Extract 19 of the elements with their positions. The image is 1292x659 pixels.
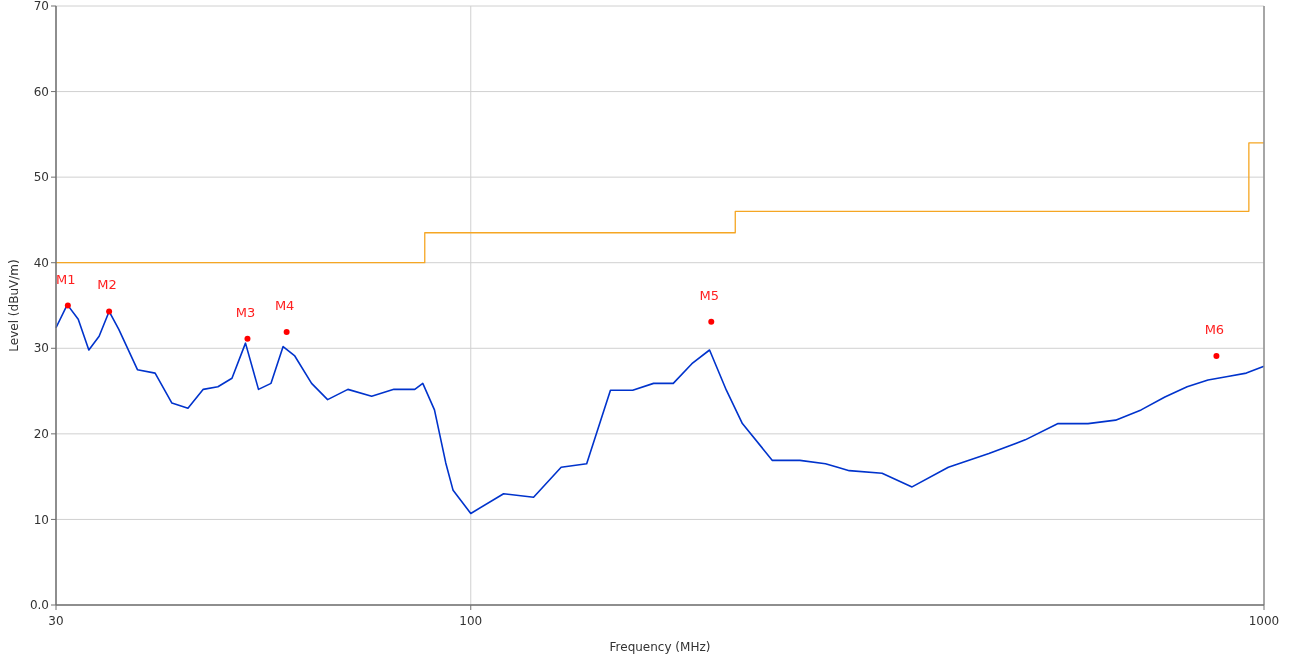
annotation: M1 xyxy=(56,271,76,287)
y-tick-label: 30 xyxy=(33,341,49,356)
annotation: M5 xyxy=(699,287,720,303)
x-tick-label: 100 xyxy=(459,614,483,628)
y-tick-label: 0.0 xyxy=(29,598,49,613)
y-tick-label: 10 xyxy=(33,512,49,527)
y-tick-label: 40 xyxy=(33,255,49,270)
x-axis-title: Frequency (MHz) xyxy=(609,640,711,654)
x-tick-label: 1000 xyxy=(1248,614,1280,628)
annotation: M2 xyxy=(97,277,117,293)
y-tick-label: 20 xyxy=(33,427,49,442)
annotation: M4 xyxy=(274,298,295,314)
y-tick-label: 70 xyxy=(33,0,49,14)
x-tick-label: 30 xyxy=(48,614,64,628)
annotation: M3 xyxy=(235,304,256,320)
y-tick-label: 60 xyxy=(33,84,49,99)
y-axis-title: Level (dBuV/m) xyxy=(7,259,21,352)
annotation: M6 xyxy=(1204,321,1225,337)
y-tick-label: 50 xyxy=(33,170,49,185)
